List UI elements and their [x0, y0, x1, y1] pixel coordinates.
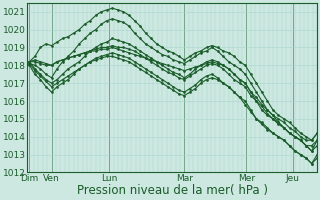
X-axis label: Pression niveau de la mer( hPa ): Pression niveau de la mer( hPa ): [77, 184, 268, 197]
